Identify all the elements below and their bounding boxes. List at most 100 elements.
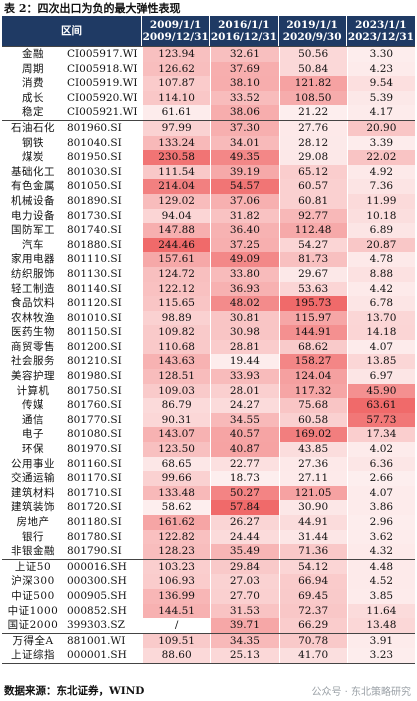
row-code: 801790.SI — [67, 545, 122, 558]
cell-value: 122.82 — [142, 529, 211, 545]
cell-value: 45.90 — [346, 383, 415, 399]
cell-value: 143.63 — [142, 354, 211, 370]
cell-value: 112.48 — [278, 223, 347, 238]
row-name: 建筑装饰 — [11, 501, 55, 514]
cell-value: 6.97 — [346, 369, 415, 384]
row-name: 农林牧渔 — [11, 311, 55, 324]
row-name: 非银金融 — [11, 545, 55, 558]
row-code: 801750.SI — [67, 384, 122, 397]
cell-value: 31.53 — [210, 603, 279, 619]
cell-value: 43.85 — [278, 442, 347, 457]
cell-value: 19.44 — [210, 354, 279, 370]
row-code: 801770.SI — [67, 413, 122, 426]
row-code: 801710.SI — [67, 486, 122, 499]
cell-value: 53.63 — [278, 281, 347, 297]
cell-value: 54.27 — [278, 237, 347, 253]
row-name: 家用电器 — [11, 253, 55, 266]
cell-value: 66.94 — [278, 574, 347, 589]
cell-value: 10.18 — [346, 208, 415, 224]
cell-value: 109.03 — [142, 383, 211, 399]
cell-value: 6.36 — [346, 456, 415, 472]
cell-value: 27.76 — [278, 120, 347, 136]
row-code: 801780.SI — [67, 530, 122, 543]
cell-value: 61.61 — [142, 105, 211, 120]
row-name: 钢铁 — [22, 136, 44, 149]
cell-value: 24.27 — [210, 398, 279, 413]
cell-value: 24.44 — [210, 529, 279, 545]
row-name: 商贸零售 — [11, 340, 55, 353]
row-name: 建筑材料 — [11, 486, 55, 499]
cell-value: 103.23 — [142, 559, 211, 575]
cell-value: 111.54 — [142, 164, 211, 180]
cell-value: 66.29 — [278, 618, 347, 633]
cell-value: 4.17 — [346, 105, 415, 120]
table-row: 中证500 000905.SH 136.99 27.70 69.45 3.85 — [2, 588, 415, 604]
row-name: 计算机 — [16, 384, 50, 397]
cell-value: 123.94 — [142, 47, 211, 62]
cell-value: 34.01 — [210, 135, 279, 151]
cell-value: 4.07 — [346, 485, 415, 501]
cell-value: 4.92 — [346, 164, 415, 180]
cell-value: 68.65 — [142, 456, 211, 472]
cell-value: 27.03 — [210, 574, 279, 589]
cell-value: 69.45 — [278, 588, 347, 604]
cell-value: 129.02 — [142, 193, 211, 209]
row-name: 煤炭 — [22, 151, 44, 164]
table-row: 家用电器 801110.SI 157.61 49.09 81.73 4.78 — [2, 252, 415, 267]
cell-value: 50.27 — [210, 485, 279, 501]
table-row: 煤炭 801950.SI 230.58 49.35 29.08 22.02 — [2, 150, 415, 165]
row-code: 399303.SZ — [67, 619, 125, 632]
cell-value: 114.10 — [142, 90, 211, 106]
row-name: 沪深300 — [11, 575, 55, 588]
cell-value: 128.51 — [142, 369, 211, 384]
row-code: 801950.SI — [67, 151, 122, 164]
cell-value: 30.81 — [210, 310, 279, 326]
cell-value: 37.30 — [210, 120, 279, 136]
cell-value: 40.57 — [210, 427, 279, 443]
row-name: 金融 — [22, 48, 44, 60]
cell-value: 18.73 — [210, 471, 279, 486]
cell-value: 3.39 — [346, 135, 415, 151]
cell-value: / — [142, 618, 211, 633]
cell-value: 214.04 — [142, 179, 211, 194]
cell-value: 50.56 — [278, 47, 347, 62]
table-group: 上证50 000016.SH 103.23 29.84 54.12 4.48 沪深300 00… — [2, 559, 415, 634]
table-row: 稳定 CI005921.WI 61.61 38.06 21.22 4.17 — [2, 105, 415, 120]
cell-value: 11.64 — [346, 603, 415, 619]
header-period: 2023/1/1 2023/12/31 — [347, 19, 414, 43]
row-name: 电子 — [22, 428, 44, 441]
table-header: 区间 2009/1/1 2009/12/31 2016/1/1 2016/12/… — [2, 16, 415, 46]
cell-value: 99.66 — [142, 471, 211, 486]
row-code: 801890.SI — [67, 194, 122, 207]
row-code: 801150.SI — [67, 326, 122, 339]
cell-value: 27.11 — [278, 471, 347, 486]
cell-value: 7.36 — [346, 179, 415, 194]
cell-value: 3.23 — [346, 648, 415, 663]
row-code: 801970.SI — [67, 443, 122, 456]
row-code: 881001.WI — [67, 634, 126, 647]
table-row: 上证综指 000001.SH 88.60 25.13 41.70 3.23 — [2, 648, 415, 663]
row-name: 石油石化 — [11, 121, 55, 134]
row-code: 801960.SI — [67, 121, 122, 134]
table-row: 通信 801770.SI 90.31 34.55 60.58 57.73 — [2, 412, 415, 428]
cell-value: 124.04 — [278, 369, 347, 384]
cell-value: 94.04 — [142, 208, 211, 224]
cell-value: 33.80 — [210, 266, 279, 282]
cell-value: 4.02 — [346, 442, 415, 457]
table-row: 纺织服饰 801130.SI 124.72 33.80 29.67 8.88 — [2, 266, 415, 282]
table-row: 有色金属 801050.SI 214.04 54.57 60.57 7.36 — [2, 179, 415, 194]
row-name: 上证50 — [14, 560, 52, 573]
cell-value: 35.49 — [210, 544, 279, 559]
table-row: 中证1000 000852.SH 144.51 31.53 72.37 11.64 — [2, 603, 415, 619]
row-name: 稳定 — [22, 106, 44, 119]
table-row: 周期 CI005918.WI 126.62 37.69 50.84 4.23 — [2, 61, 415, 77]
cell-value: 133.48 — [142, 485, 211, 501]
cell-value: 37.69 — [210, 61, 279, 77]
cell-value: 29.08 — [278, 150, 347, 165]
cell-value: 144.51 — [142, 603, 211, 619]
cell-value: 27.36 — [278, 456, 347, 472]
cell-value: 25.13 — [210, 648, 279, 663]
cell-value: 32.61 — [210, 47, 279, 62]
row-name: 上证综指 — [11, 649, 55, 662]
cell-value: 26.27 — [210, 515, 279, 530]
